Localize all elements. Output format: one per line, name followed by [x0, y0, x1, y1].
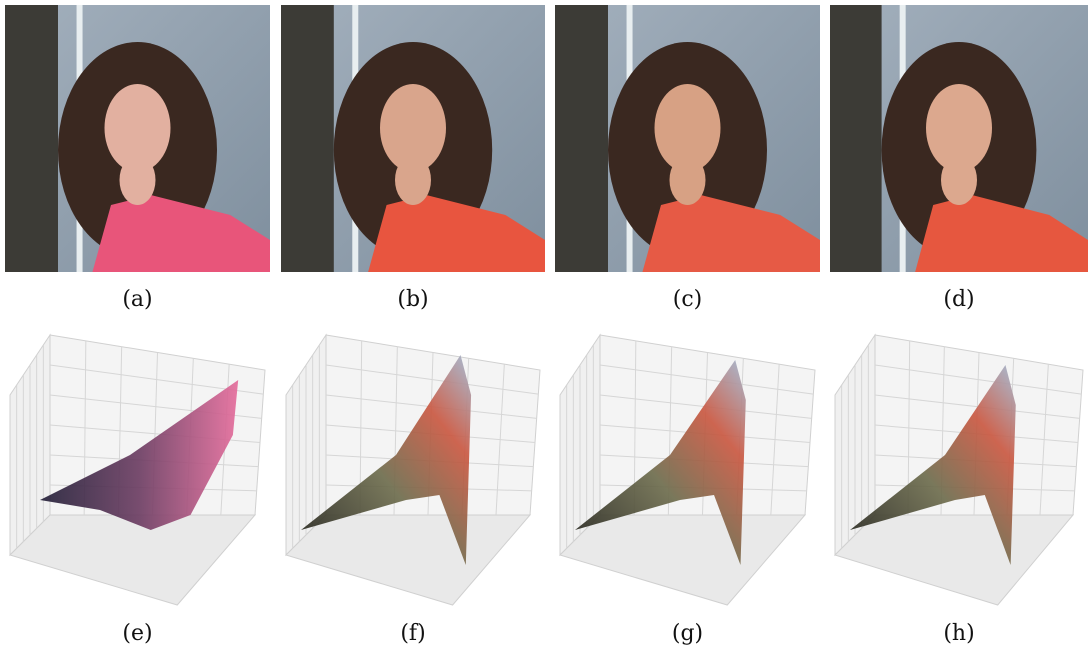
pane-floor [286, 515, 530, 605]
caption: (a) [122, 287, 152, 312]
pane-floor [560, 515, 805, 605]
pane-floor [10, 515, 255, 605]
caption: (e) [122, 621, 152, 646]
caption: (g) [672, 621, 703, 646]
dark-wall [281, 5, 334, 272]
scatter-3d [10, 335, 265, 605]
dark-wall [555, 5, 608, 272]
caption: (c) [673, 287, 703, 312]
figure: (a) (e) (b) (f) (c) (g) (d) (h) [0, 0, 1088, 652]
pane-floor [835, 515, 1073, 605]
caption: (h) [943, 621, 974, 646]
face [105, 84, 171, 172]
caption: (b) [397, 287, 428, 312]
face [380, 84, 446, 172]
dark-wall [830, 5, 882, 272]
face [655, 84, 721, 172]
photo [281, 5, 545, 272]
scatter-3d [286, 335, 540, 605]
scatter-3d [835, 335, 1083, 605]
caption: (d) [943, 287, 974, 312]
caption: (f) [400, 621, 425, 646]
photo [5, 5, 270, 272]
photo [830, 5, 1088, 272]
photo [555, 5, 820, 272]
face [926, 84, 992, 172]
scatter-3d [560, 335, 815, 605]
dark-wall [5, 5, 58, 272]
